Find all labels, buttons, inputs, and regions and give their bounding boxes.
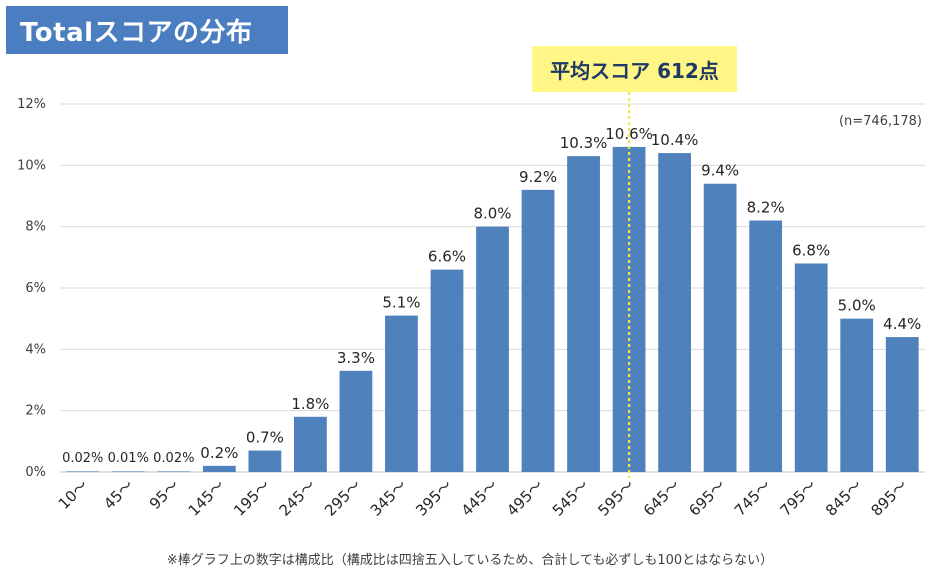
bar bbox=[840, 318, 874, 472]
x-tick-label: 145～ bbox=[185, 476, 229, 520]
data-label: 5.1% bbox=[382, 294, 420, 312]
bar bbox=[248, 450, 282, 472]
bar bbox=[339, 370, 373, 472]
bar bbox=[749, 220, 783, 472]
data-label: 10.6% bbox=[605, 125, 653, 143]
y-tick-label: 2% bbox=[25, 404, 46, 419]
bar bbox=[476, 226, 509, 472]
bar bbox=[521, 189, 555, 472]
footnote: ※棒グラフ上の数字は構成比（構成比は四捨五入しているため、合計しても必ずしも10… bbox=[166, 553, 774, 568]
x-tick-label: 245～ bbox=[276, 476, 320, 520]
x-tick-label: 745～ bbox=[731, 476, 775, 520]
bar bbox=[885, 337, 919, 472]
data-label: 10.4% bbox=[651, 131, 699, 149]
data-label: 10.3% bbox=[560, 134, 608, 152]
data-label: 6.6% bbox=[428, 248, 466, 266]
x-tick-label: 10～ bbox=[55, 476, 92, 513]
data-label: 9.4% bbox=[701, 162, 739, 180]
x-tick-label: 345～ bbox=[367, 476, 411, 520]
data-label: 0.02% bbox=[62, 451, 103, 466]
data-label: 6.8% bbox=[792, 241, 830, 259]
bar bbox=[703, 183, 737, 472]
sample-size-label: (n=746,178) bbox=[838, 114, 922, 129]
bar bbox=[111, 471, 145, 472]
x-tick-label: 445～ bbox=[458, 476, 502, 520]
x-tick-label: 545～ bbox=[549, 476, 593, 520]
x-tick-label: 395～ bbox=[412, 476, 456, 520]
average-score-label: 平均スコア 612点 bbox=[532, 46, 737, 92]
y-tick-label: 4% bbox=[25, 342, 46, 357]
chart-title: Totalスコアの分布 bbox=[6, 6, 288, 54]
x-tick-label: 645～ bbox=[640, 476, 684, 520]
bar bbox=[385, 315, 418, 472]
bar bbox=[202, 465, 236, 472]
x-tick-label: 695～ bbox=[685, 476, 729, 520]
bar bbox=[794, 263, 828, 472]
x-tick-label: 895～ bbox=[867, 476, 911, 520]
x-tick-label: 295～ bbox=[321, 476, 365, 520]
bar bbox=[157, 471, 191, 472]
bar bbox=[567, 156, 600, 472]
data-label: 0.2% bbox=[200, 444, 238, 462]
x-tick-label: 95～ bbox=[146, 476, 183, 513]
y-tick-label: 6% bbox=[25, 281, 46, 296]
data-label: 5.0% bbox=[838, 297, 876, 315]
x-tick-label: 495～ bbox=[503, 476, 547, 520]
data-label: 0.02% bbox=[153, 451, 194, 466]
y-tick-label: 12% bbox=[17, 97, 46, 112]
data-label: 3.3% bbox=[337, 349, 375, 367]
x-tick-label: 195～ bbox=[230, 476, 274, 520]
y-tick-label: 0% bbox=[25, 465, 46, 480]
data-label: 0.7% bbox=[246, 429, 284, 447]
x-tick-label: 795～ bbox=[776, 476, 820, 520]
data-label: 8.0% bbox=[473, 205, 511, 223]
data-label: 9.2% bbox=[519, 168, 557, 186]
x-tick-label: 845～ bbox=[822, 476, 866, 520]
y-tick-label: 8% bbox=[25, 220, 46, 235]
bar bbox=[294, 416, 327, 472]
bar bbox=[658, 153, 691, 473]
bar bbox=[66, 471, 100, 472]
x-tick-label: 595～ bbox=[594, 476, 638, 520]
y-tick-label: 10% bbox=[17, 158, 46, 173]
data-label: 8.2% bbox=[747, 199, 785, 217]
data-label: 0.01% bbox=[108, 451, 149, 466]
data-label: 1.8% bbox=[291, 395, 329, 413]
bar bbox=[430, 269, 464, 472]
data-label: 4.4% bbox=[883, 315, 921, 333]
x-tick-label: 45～ bbox=[100, 476, 137, 513]
